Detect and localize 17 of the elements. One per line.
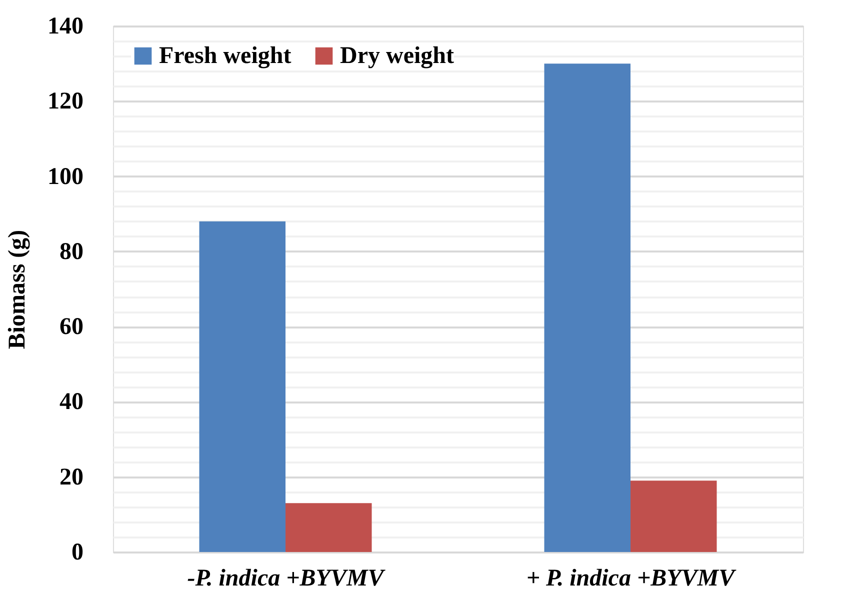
y-tick-label: 120 xyxy=(48,88,84,115)
y-tick-label: 0 xyxy=(72,540,84,566)
x-tick-label: -P. indica +BYVMV xyxy=(187,566,386,592)
y-tick-label: 140 xyxy=(48,14,84,40)
legend-label: Dry weight xyxy=(340,43,454,69)
bar xyxy=(630,480,717,552)
legend-label: Fresh weight xyxy=(159,43,292,69)
x-tick-label: + P. indica +BYVMV xyxy=(526,566,737,592)
bar xyxy=(544,64,630,552)
y-tick-label: 100 xyxy=(48,164,84,190)
y-tick-label: 20 xyxy=(60,464,84,490)
y-tick-label: 80 xyxy=(60,238,84,265)
y-tick-label: 40 xyxy=(60,389,84,416)
bar xyxy=(286,503,372,552)
y-tick-label: 60 xyxy=(60,314,84,340)
y-axis-title: Biomass (g) xyxy=(4,230,30,350)
bar xyxy=(199,221,286,552)
